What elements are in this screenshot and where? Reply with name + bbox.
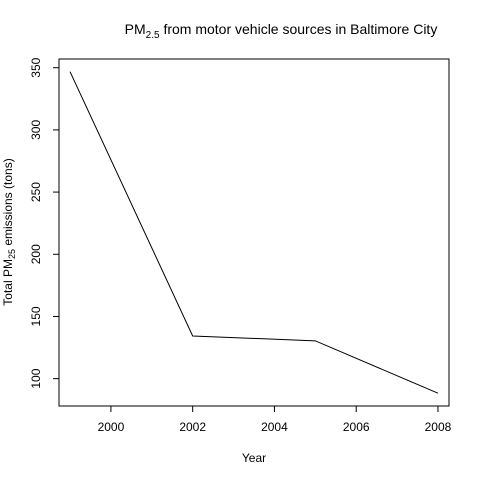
y-axis: 100 150 200 250 300 350 — [29, 57, 59, 389]
chart-title-main: PM — [125, 21, 146, 37]
chart-title-subscript: 2.5 — [146, 30, 160, 41]
y-tick-label: 300 — [29, 120, 43, 140]
series-line — [69, 71, 439, 394]
y-tick-label: 250 — [29, 182, 43, 202]
x-tick-label: 2006 — [343, 420, 370, 434]
y-tick-label: 200 — [29, 244, 43, 264]
x-axis: 2000 2002 2004 2006 2008 — [98, 406, 452, 434]
y-tick-label: 350 — [29, 57, 43, 77]
x-axis-label: Year — [242, 451, 266, 465]
y-tick-label: 100 — [29, 368, 43, 388]
y-axis-label-main: Total PM — [1, 259, 15, 306]
chart-title: PM2.5 from motor vehicle sources in Balt… — [125, 21, 438, 41]
y-tick-label: 150 — [29, 306, 43, 326]
y-axis-label-rest: emissions (tons) — [1, 158, 15, 249]
y-axis-label: Total PM25 emissions (tons) — [1, 158, 17, 305]
plot-series — [69, 71, 439, 394]
x-tick-label: 2002 — [179, 420, 206, 434]
x-tick-label: 2008 — [425, 420, 452, 434]
plot-frame — [58, 58, 450, 407]
x-tick-label: 2004 — [261, 420, 288, 434]
chart-title-rest: from motor vehicle sources in Baltimore … — [160, 21, 438, 37]
y-axis-label-subscript: 25 — [7, 249, 17, 259]
x-tick-label: 2000 — [98, 420, 125, 434]
